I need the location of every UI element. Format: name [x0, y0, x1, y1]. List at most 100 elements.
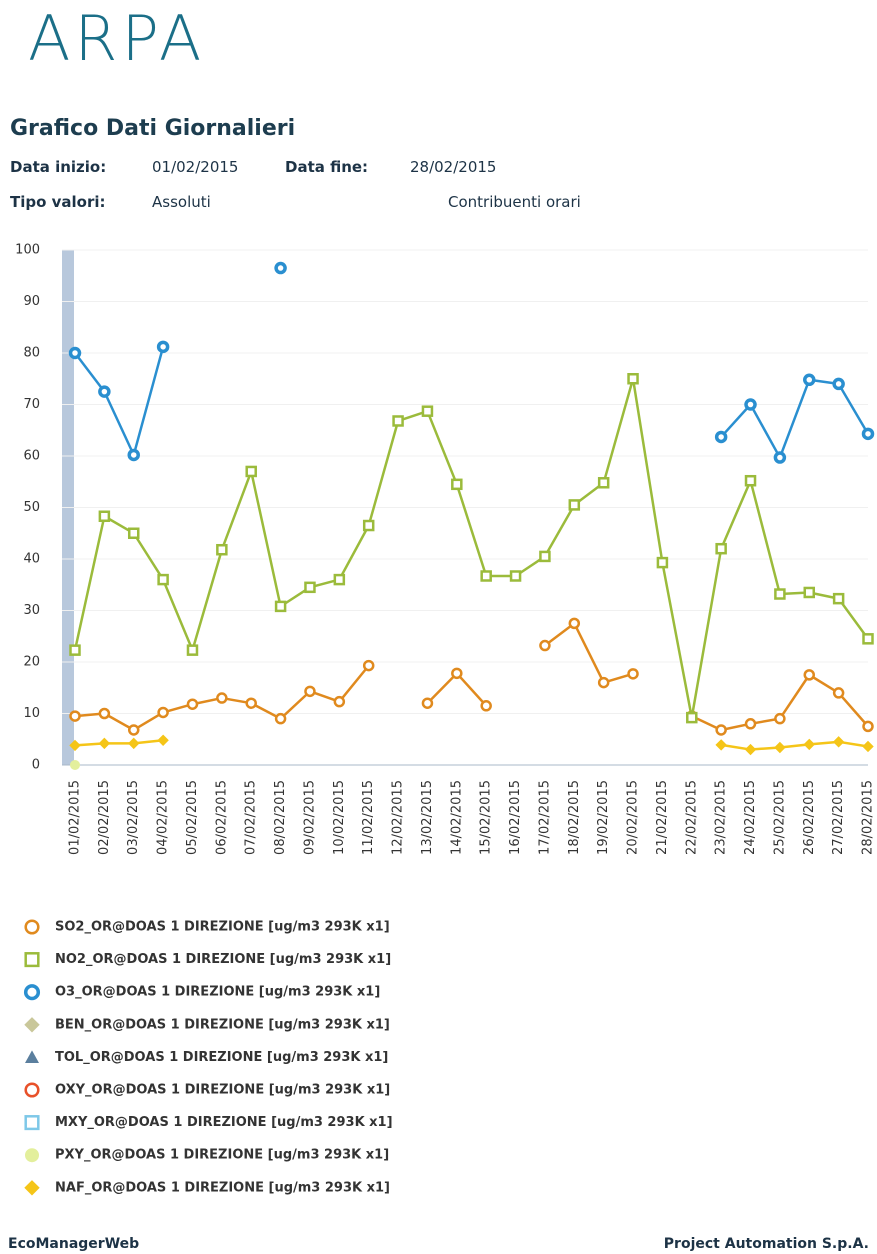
marker — [803, 738, 815, 751]
marker — [421, 405, 434, 417]
marker — [304, 685, 316, 698]
marker — [597, 477, 610, 489]
marker — [98, 385, 111, 398]
marker — [157, 706, 169, 719]
y-tick-label: 20 — [23, 655, 40, 670]
x-tick-label: 16/02/2015 — [508, 780, 523, 855]
x-tick-label: 06/02/2015 — [214, 780, 229, 855]
marker — [127, 448, 140, 462]
logo: ARPA — [28, 2, 206, 75]
type-value: Assoluti — [152, 193, 211, 211]
marker — [127, 527, 140, 539]
legend-label: NO2_OR@DOAS 1 DIREZIONE [ug/m3 293K x1] — [55, 952, 391, 967]
marker — [744, 743, 757, 756]
marker — [773, 451, 787, 464]
y-tick-label: 100 — [15, 243, 40, 258]
marker — [68, 346, 82, 360]
marker — [597, 676, 610, 689]
legend-marker — [24, 952, 40, 968]
y-tick-label: 10 — [23, 706, 40, 721]
footer-left: EcoManagerWeb — [8, 1236, 140, 1252]
x-tick-label: 03/02/2015 — [126, 780, 141, 855]
marker — [862, 633, 874, 645]
x-tick-label: 21/02/2015 — [655, 780, 670, 855]
marker — [862, 740, 874, 753]
y-tick-label: 40 — [23, 552, 40, 567]
x-tick-label: 02/02/2015 — [97, 780, 112, 855]
legend-label: NAF_OR@DOAS 1 DIREZIONE [ug/m3 293K x1] — [55, 1180, 390, 1195]
marker — [245, 697, 257, 709]
marker — [832, 736, 845, 748]
x-tick-label: 13/02/2015 — [420, 780, 435, 855]
marker — [69, 644, 81, 656]
marker — [686, 711, 698, 724]
marker — [862, 720, 874, 733]
marker — [803, 669, 816, 681]
x-tick-label: 27/02/2015 — [831, 780, 846, 855]
marker — [774, 712, 786, 725]
report-title: Grafico Dati Giornalieri — [10, 116, 296, 141]
legend-label: OXY_OR@DOAS 1 DIREZIONE [ug/m3 293K x1] — [55, 1083, 390, 1098]
marker — [656, 556, 669, 569]
marker — [362, 659, 375, 672]
y-tick-label: 0 — [32, 758, 40, 773]
marker — [451, 667, 463, 680]
marker — [157, 573, 169, 586]
marker — [715, 739, 727, 751]
x-tick-label: 05/02/2015 — [185, 780, 200, 855]
x-tick-label: 19/02/2015 — [596, 780, 611, 855]
marker — [362, 519, 375, 532]
marker — [127, 724, 140, 736]
start-label: Data inizio: — [10, 158, 107, 176]
marker — [832, 377, 845, 391]
marker — [70, 760, 80, 770]
marker — [715, 542, 727, 555]
x-tick-label: 14/02/2015 — [449, 780, 464, 855]
marker — [714, 430, 728, 444]
legend-label: BEN_OR@DOAS 1 DIREZIONE [ug/m3 293K x1] — [55, 1017, 390, 1032]
x-tick-label: 01/02/2015 — [68, 780, 83, 855]
marker — [539, 639, 551, 652]
x-tick-label: 12/02/2015 — [391, 780, 406, 855]
marker — [216, 692, 228, 704]
x-tick-label: 09/02/2015 — [302, 780, 317, 855]
marker — [186, 644, 199, 656]
x-tick-label: 08/02/2015 — [273, 780, 288, 855]
marker — [98, 707, 111, 720]
legend-marker — [25, 1148, 39, 1163]
marker — [98, 737, 111, 750]
legend-marker — [24, 1180, 40, 1196]
marker — [568, 617, 581, 630]
marker — [627, 373, 639, 385]
legend-marker — [24, 1115, 40, 1131]
x-tick-label: 28/02/2015 — [861, 780, 876, 855]
marker — [98, 510, 111, 523]
marker — [627, 668, 639, 680]
x-tick-label: 24/02/2015 — [743, 780, 758, 855]
marker — [744, 474, 757, 487]
marker — [861, 427, 875, 441]
legend-label: MXY_OR@DOAS 1 DIREZIONE [ug/m3 293K x1] — [55, 1115, 393, 1130]
x-tick-label: 17/02/2015 — [537, 780, 552, 855]
marker — [274, 261, 287, 275]
marker — [333, 573, 346, 586]
marker — [304, 581, 316, 594]
y-tick-label: 70 — [23, 397, 40, 412]
y-tick-label: 50 — [23, 500, 40, 515]
marker — [480, 700, 492, 712]
x-tick-label: 04/02/2015 — [156, 780, 171, 855]
y-tick-label: 90 — [23, 294, 40, 309]
marker — [715, 724, 727, 736]
legend-label: O3_OR@DOAS 1 DIREZIONE [ug/m3 293K x1] — [55, 985, 380, 1000]
marker — [392, 415, 404, 427]
marker — [803, 373, 816, 387]
x-tick-label: 22/02/2015 — [684, 780, 699, 855]
x-tick-label: 07/02/2015 — [244, 780, 259, 855]
series-line — [73, 377, 870, 719]
legend-marker — [25, 1050, 39, 1063]
marker — [803, 586, 816, 599]
legend-label: PXY_OR@DOAS 1 DIREZIONE [ug/m3 293K x1] — [55, 1148, 389, 1163]
x-tick-label: 25/02/2015 — [772, 780, 787, 855]
